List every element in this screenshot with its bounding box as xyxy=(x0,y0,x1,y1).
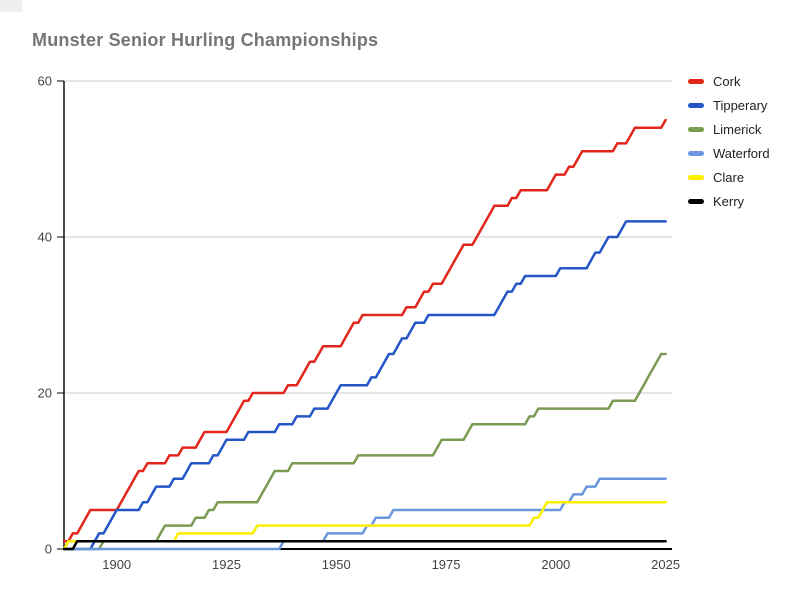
legend-swatch-kerry xyxy=(688,198,704,204)
legend-label: Cork xyxy=(713,73,741,89)
corner-artifact xyxy=(0,0,22,12)
x-tick-label: 1975 xyxy=(432,557,461,572)
legend-item-cork[interactable]: Cork xyxy=(688,69,798,93)
x-tick-label: 1925 xyxy=(212,557,241,572)
x-tick-label: 1900 xyxy=(102,557,131,572)
series-line-limerick xyxy=(62,352,667,551)
legend-swatch-cork xyxy=(688,78,704,84)
legend-label: Limerick xyxy=(713,121,762,137)
legend-item-kerry[interactable]: Kerry xyxy=(688,189,798,213)
legend-item-tipperary[interactable]: Tipperary xyxy=(688,93,798,117)
x-tick-label: 2025 xyxy=(651,557,680,572)
legend: Cork Tipperary Limerick Waterford Clare Kerry xyxy=(688,69,798,213)
legend-swatch-clare xyxy=(688,174,704,180)
legend-swatch-limerick xyxy=(688,126,704,132)
chart-title: Munster Senior Hurling Championships xyxy=(32,30,379,50)
legend-label: Waterford xyxy=(713,145,770,161)
x-tick-label: 2000 xyxy=(541,557,570,572)
series-line-tipperary xyxy=(62,220,667,551)
x-tick-label: 1950 xyxy=(322,557,351,572)
y-tick-label: 60 xyxy=(38,74,52,89)
legend-swatch-waterford xyxy=(688,150,704,156)
y-tick-label: 0 xyxy=(45,542,52,557)
series-line-kerry xyxy=(62,539,667,551)
legend-item-limerick[interactable]: Limerick xyxy=(688,117,798,141)
legend-item-waterford[interactable]: Waterford xyxy=(688,141,798,165)
legend-label: Tipperary xyxy=(713,97,768,113)
series-line-cork xyxy=(62,118,667,543)
legend-label: Kerry xyxy=(713,193,745,209)
legend-label: Clare xyxy=(713,169,745,185)
y-tick-label: 20 xyxy=(38,386,52,401)
legend-swatch-tipperary xyxy=(688,102,704,108)
y-tick-label: 40 xyxy=(38,230,52,245)
legend-item-clare[interactable]: Clare xyxy=(688,165,798,189)
